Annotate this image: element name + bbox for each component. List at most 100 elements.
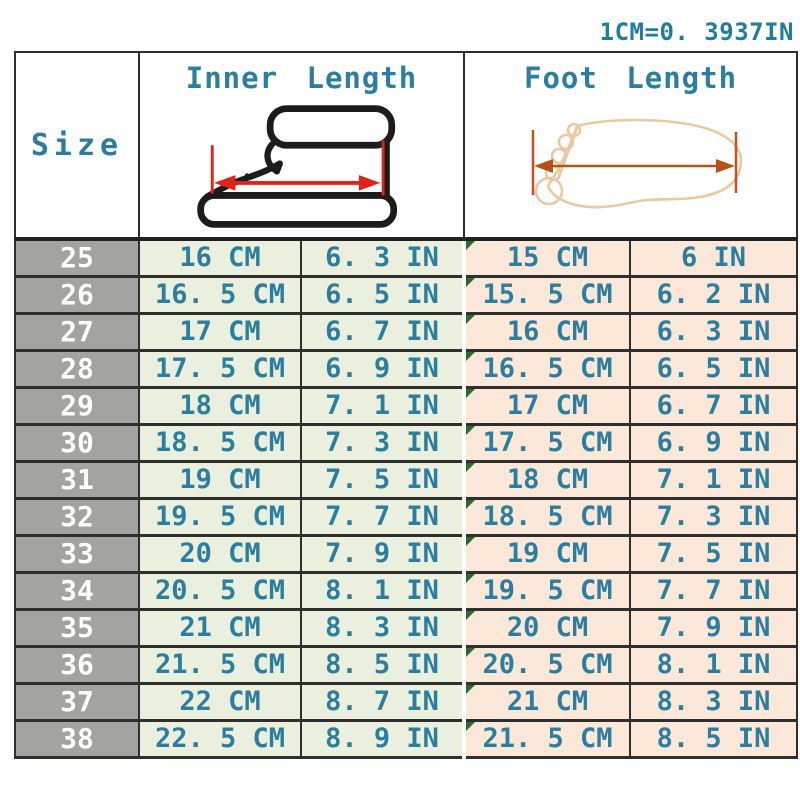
table-row: 32 19. 5 CM 7. 7 IN 18. 5 CM 7. 3 IN (14, 497, 799, 537)
table-row: 27 17 CM 6. 7 IN 16 CM 6. 3 IN (14, 312, 799, 352)
size-value: 38 (60, 722, 94, 755)
size-cell: 38 (14, 719, 140, 759)
excel-corner-flag-icon (468, 723, 476, 731)
inner-length-cm-value: 18 CM (179, 390, 261, 422)
inner-length-in-cell: 8. 3 IN (299, 608, 466, 648)
foot-length-in-value: 6. 7 IN (656, 390, 771, 422)
foot-length-cm-cell: 15. 5 CM (462, 275, 632, 315)
size-cell: 32 (14, 497, 140, 537)
foot-length-in-cell: 7. 5 IN (629, 534, 799, 574)
foot-length-header-cell: Foot Length (463, 51, 799, 241)
excel-corner-flag-icon (468, 575, 476, 583)
table-row: 36 21. 5 CM 8. 5 IN 20. 5 CM 8. 1 IN (14, 645, 799, 685)
size-table: Size Inner Length Foot Lengt (14, 51, 799, 759)
foot-length-cm-cell: 21 CM (462, 682, 632, 722)
inner-length-cm-cell: 19 CM (138, 460, 302, 500)
foot-length-cm-value: 18. 5 CM (482, 501, 613, 533)
foot-length-cm-value: 19 CM (506, 538, 589, 570)
inner-length-cm-cell: 18 CM (138, 386, 302, 426)
excel-corner-flag-icon (468, 241, 476, 250)
inner-length-cm-cell: 19. 5 CM (138, 497, 302, 537)
foot-length-in-value: 8. 1 IN (656, 649, 771, 681)
inner-length-label: Inner Length (185, 61, 418, 95)
excel-corner-flag-icon (468, 316, 476, 324)
inner-length-in-value: 6. 3 IN (325, 242, 439, 273)
excel-corner-flag-icon (468, 612, 476, 620)
size-value: 31 (60, 463, 94, 496)
size-cell: 36 (14, 645, 140, 685)
foot-length-cm-cell: 19 CM (462, 534, 632, 574)
foot-length-in-cell: 6. 3 IN (629, 312, 799, 352)
excel-corner-flag-icon (468, 538, 476, 546)
inner-length-cm-value: 16 CM (179, 242, 261, 273)
size-cell: 27 (14, 312, 140, 352)
foot-length-label: Foot Length (523, 61, 738, 95)
foot-length-cm-value: 15 CM (506, 242, 589, 273)
inner-length-in-value: 7. 1 IN (325, 390, 439, 422)
foot-length-cm-cell: 21. 5 CM (462, 719, 632, 759)
foot-length-cm-cell: 20. 5 CM (462, 645, 632, 685)
excel-corner-flag-icon (468, 686, 476, 694)
foot-length-cm-value: 15. 5 CM (482, 279, 613, 311)
size-cell: 25 (14, 237, 140, 278)
foot-length-in-cell: 7. 3 IN (629, 497, 799, 537)
foot-length-cm-cell: 17 CM (462, 386, 632, 426)
foot-length-cm-value: 20. 5 CM (482, 649, 613, 681)
size-cell: 30 (14, 423, 140, 463)
foot-length-in-value: 8. 3 IN (656, 686, 771, 718)
inner-length-in-cell: 8. 9 IN (299, 719, 466, 759)
table-row: 38 22. 5 CM 8. 9 IN 21. 5 CM 8. 5 IN (14, 719, 799, 759)
inner-length-in-cell: 7. 9 IN (299, 534, 466, 574)
size-value: 30 (60, 426, 94, 459)
foot-length-cm-cell: 18. 5 CM (462, 497, 632, 537)
size-value: 29 (60, 389, 94, 422)
table-row: 25 16 CM 6. 3 IN 15 CM 6 IN (14, 237, 799, 278)
foot-length-cm-cell: 17. 5 CM (462, 423, 632, 463)
table-row: 31 19 CM 7. 5 IN 18 CM 7. 1 IN (14, 460, 799, 500)
inner-length-in-value: 8. 3 IN (325, 612, 439, 644)
foot-length-cm-value: 20 CM (506, 612, 589, 644)
size-value: 27 (60, 315, 94, 348)
foot-length-in-cell: 6. 2 IN (629, 275, 799, 315)
inner-length-in-cell: 6. 7 IN (299, 312, 466, 352)
foot-length-in-value: 7. 5 IN (656, 538, 771, 570)
inner-length-cm-value: 19 CM (179, 464, 261, 496)
inner-length-cm-cell: 17 CM (138, 312, 302, 352)
inner-length-cm-cell: 20 CM (138, 534, 302, 574)
inner-length-in-cell: 6. 9 IN (299, 349, 466, 389)
inner-length-header-cell: Inner Length (137, 51, 466, 241)
excel-corner-flag-icon (468, 427, 476, 435)
foot-length-in-cell: 7. 9 IN (629, 608, 799, 648)
size-value: 33 (60, 537, 94, 570)
size-value: 35 (60, 611, 94, 644)
inner-length-in-value: 8. 7 IN (325, 686, 439, 718)
inner-length-in-cell: 8. 7 IN (299, 682, 466, 722)
table-row: 30 18. 5 CM 7. 3 IN 17. 5 CM 6. 9 IN (14, 423, 799, 463)
inner-length-cm-value: 22 CM (179, 686, 261, 718)
inner-length-cm-cell: 22 CM (138, 682, 302, 722)
inner-length-in-value: 6. 7 IN (325, 316, 439, 348)
table-row: 26 16. 5 CM 6. 5 IN 15. 5 CM 6. 2 IN (14, 275, 799, 315)
boot-measure-icon (196, 105, 397, 228)
foot-length-in-value: 7. 7 IN (656, 575, 771, 607)
inner-length-in-value: 6. 5 IN (325, 279, 439, 311)
table-row: 34 20. 5 CM 8. 1 IN 19. 5 CM 7. 7 IN (14, 571, 799, 611)
inner-length-cm-value: 16. 5 CM (154, 279, 286, 311)
foot-length-in-cell: 7. 7 IN (629, 571, 799, 611)
inner-length-cm-cell: 16 CM (138, 237, 302, 278)
foot-length-in-value: 8. 5 IN (656, 723, 771, 755)
foot-length-cm-value: 17. 5 CM (482, 427, 613, 459)
inner-length-in-value: 8. 5 IN (325, 649, 439, 681)
excel-corner-flag-icon (468, 390, 476, 398)
foot-length-cm-cell: 19. 5 CM (462, 571, 632, 611)
inner-length-in-value: 7. 3 IN (325, 427, 439, 459)
size-value: 36 (60, 648, 94, 681)
table-row: 28 17. 5 CM 6. 9 IN 16. 5 CM 6. 5 IN (14, 349, 799, 389)
size-cell: 31 (14, 460, 140, 500)
size-header-cell: Size (14, 51, 140, 241)
size-cell: 33 (14, 534, 140, 574)
foot-length-cm-value: 21 CM (506, 686, 589, 718)
foot-length-in-value: 6. 5 IN (656, 353, 771, 385)
inner-length-in-value: 7. 9 IN (325, 538, 439, 570)
size-value: 28 (60, 352, 94, 385)
